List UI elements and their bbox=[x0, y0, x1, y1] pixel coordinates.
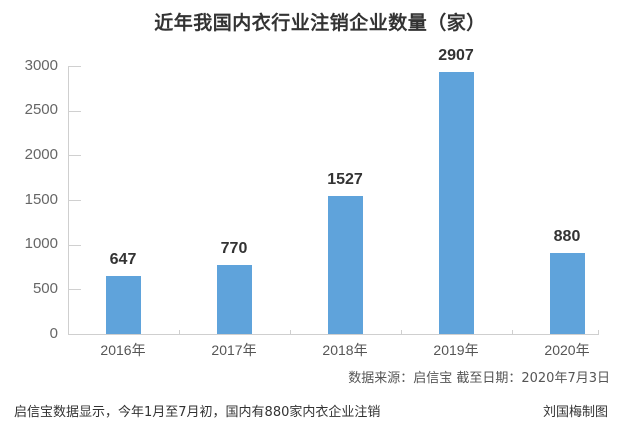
y-tick-label: 2000 bbox=[24, 146, 58, 163]
x-tick-mark bbox=[598, 330, 599, 335]
value-label-2020: 880 bbox=[553, 228, 581, 245]
credit: 刘国梅制图 bbox=[542, 405, 608, 420]
y-tick-mark bbox=[68, 245, 81, 246]
x-tick-label: 2016年 bbox=[100, 342, 146, 358]
y-tick-label: 3000 bbox=[24, 57, 58, 74]
value-label-2018: 1527 bbox=[327, 171, 363, 188]
y-tick-label: 2500 bbox=[24, 101, 58, 118]
x-tick-label: 2017年 bbox=[211, 342, 257, 358]
y-tick-mark bbox=[68, 155, 81, 156]
x-tick-mark bbox=[290, 330, 291, 335]
y-tick-mark bbox=[68, 200, 81, 201]
bar-2018 bbox=[328, 196, 363, 334]
bar-2016 bbox=[106, 276, 141, 334]
y-tick-label: 1500 bbox=[24, 191, 58, 208]
y-tick-label: 0 bbox=[49, 325, 58, 342]
value-label-2016: 647 bbox=[109, 251, 137, 268]
bar-2020 bbox=[550, 253, 585, 334]
x-tick-label: 2019年 bbox=[433, 342, 479, 358]
x-tick-mark bbox=[401, 330, 402, 335]
y-tick-label: 500 bbox=[32, 280, 58, 297]
x-axis bbox=[68, 334, 598, 335]
y-tick-mark bbox=[68, 111, 81, 112]
value-label-2017: 770 bbox=[220, 240, 248, 257]
x-tick-mark bbox=[179, 330, 180, 335]
y-tick-label: 1000 bbox=[24, 235, 58, 252]
caption: 启信宝数据显示，今年1月至7月初，国内有880家内衣企业注销 bbox=[14, 405, 381, 420]
y-tick-mark bbox=[68, 289, 81, 290]
data-source-note: 数据来源：启信宝 截至日期：2020年7月3日 bbox=[348, 371, 610, 386]
x-tick-label: 2020年 bbox=[544, 342, 590, 358]
y-tick-mark bbox=[68, 66, 81, 67]
value-label-2019: 2907 bbox=[438, 47, 474, 64]
bar-2019 bbox=[439, 72, 474, 334]
x-tick-mark bbox=[512, 330, 513, 335]
chart-title: 近年我国内衣行业注销企业数量（家） bbox=[154, 12, 486, 34]
x-tick-label: 2018年 bbox=[322, 342, 368, 358]
bar-2017 bbox=[217, 265, 252, 334]
